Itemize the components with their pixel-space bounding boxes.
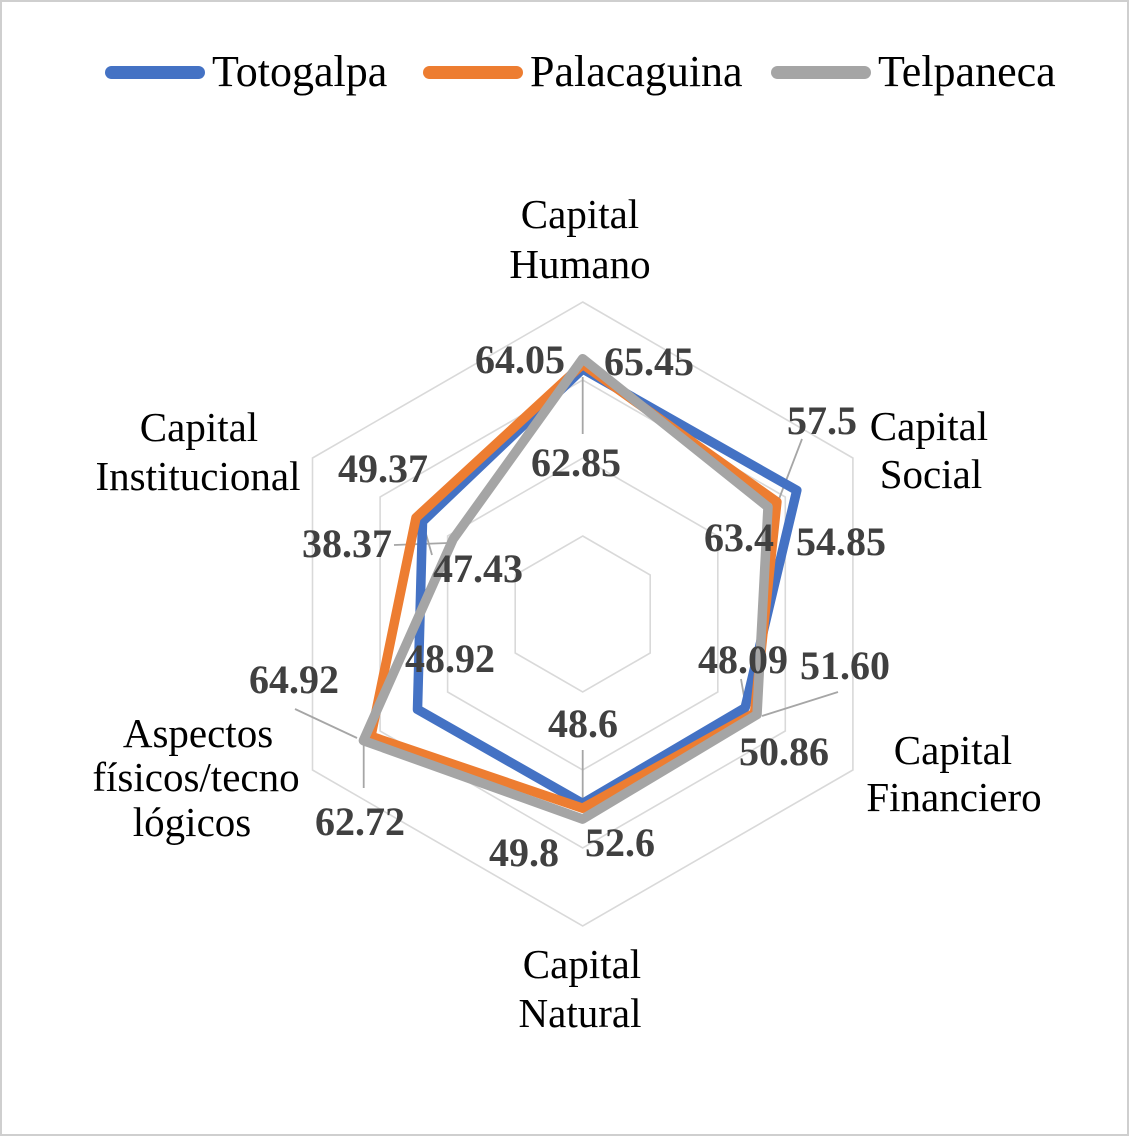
data-label-totogalpa-aspectos: 48.92 <box>405 636 495 681</box>
radar-series-lines <box>358 353 802 824</box>
data-label-palacaguina-financiero: 50.86 <box>739 729 829 774</box>
data-label-palacaguina-aspectos: 62.72 <box>315 799 405 844</box>
legend-item-totogalpa[interactable]: Totogalpa <box>105 50 387 94</box>
axis-label-capital-social-line2: Social <box>880 451 982 497</box>
axis-label-capital-institucional-line1: Capital <box>140 404 258 450</box>
legend-item-palacaguina[interactable]: Palacaguina <box>423 50 743 94</box>
axis-label-aspectos-line1: Aspectos <box>123 710 273 756</box>
data-label-palacaguina-natural: 49.8 <box>489 830 559 875</box>
leader-line <box>294 708 358 739</box>
legend-label-palacaguina: Palacaguina <box>530 47 743 96</box>
axis-label-capital-financiero-line1: Capital <box>894 727 1012 773</box>
legend: Totogalpa Palacaguina Telpaneca <box>2 2 1127 102</box>
axis-label-capital-natural-line1: Capital <box>523 941 641 987</box>
data-label-totogalpa-humano: 62.85 <box>531 440 621 485</box>
axis-label-capital-natural-line2: Natural <box>519 990 642 1036</box>
data-label-leader-lines <box>294 377 839 800</box>
legend-swatch-palacaguina <box>423 65 523 79</box>
legend-label-totogalpa: Totogalpa <box>212 47 388 96</box>
data-label-totogalpa-natural: 48.6 <box>548 701 618 746</box>
axis-label-capital-social-line1: Capital <box>870 403 988 449</box>
data-label-totogalpa-financiero: 48.09 <box>698 637 788 682</box>
data-label-palacaguina-institucional: 49.37 <box>338 446 428 491</box>
data-label-telpaneca-social: 54.85 <box>796 519 886 564</box>
gridline-ring-60 <box>379 379 787 849</box>
series-line-telpaneca[interactable] <box>358 353 773 824</box>
legend-swatch-totogalpa <box>105 65 205 79</box>
data-label-telpaneca-aspectos: 64.92 <box>249 657 339 702</box>
leader-line <box>761 691 839 717</box>
gridline-ring-80 <box>311 301 854 927</box>
legend-label-telpaneca: Telpaneca <box>878 47 1056 96</box>
axis-label-capital-institucional-line2: Institucional <box>96 453 301 499</box>
axis-labels: Capital Humano Capital Social Capital Fi… <box>92 191 1041 1036</box>
data-label-telpaneca-humano: 65.45 <box>604 339 694 384</box>
data-label-totogalpa-social: 63.4 <box>704 515 774 560</box>
series-line-palacaguina[interactable] <box>366 359 782 813</box>
data-label-telpaneca-institucional: 38.37 <box>302 521 392 566</box>
radar-gridlines <box>311 301 854 927</box>
axis-label-capital-financiero-line2: Financiero <box>866 774 1041 820</box>
data-label-palacaguina-humano: 64.05 <box>475 337 565 382</box>
legend-item-telpaneca[interactable]: Telpaneca <box>771 50 1056 94</box>
data-label-telpaneca-natural: 52.6 <box>585 820 655 865</box>
axis-label-aspectos-line2: físicos/tecno <box>92 754 299 800</box>
axis-label-capital-humano-line2: Humano <box>509 241 650 287</box>
data-label-totogalpa-institucional: 47.43 <box>433 546 523 591</box>
data-label-palacaguina-social: 57.5 <box>787 398 857 443</box>
gridline-ring-20 <box>514 535 652 693</box>
legend-swatch-telpaneca <box>771 65 871 79</box>
axis-label-capital-humano-line1: Capital <box>521 191 639 237</box>
leader-line <box>778 438 803 500</box>
data-labels: 62.85 63.4 48.09 48.6 48.92 47.43 64.05 … <box>249 337 890 875</box>
axis-label-aspectos-line3: lógicos <box>133 799 251 845</box>
data-label-telpaneca-financiero: 51.60 <box>800 643 890 688</box>
